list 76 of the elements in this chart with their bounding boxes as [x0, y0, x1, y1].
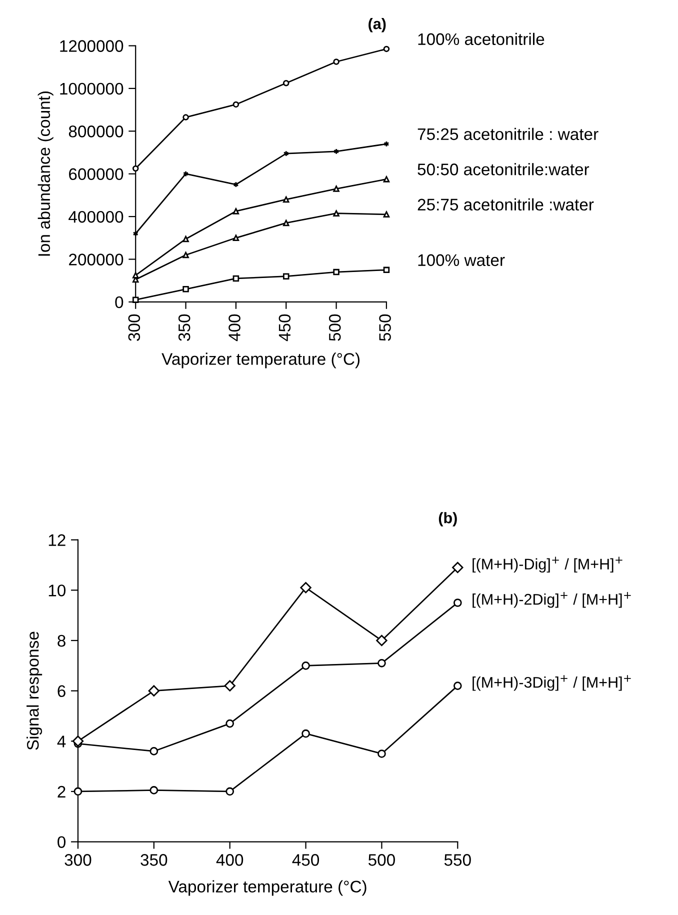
x-tick-label: 400: [216, 854, 244, 866]
series-label: [(M+H)-3Dig]$^{+}$ / [M+H]$^{+}$: [472, 675, 631, 691]
x-tick-label: 350: [140, 854, 168, 866]
y-tick-label: 6: [58, 685, 66, 698]
chart-title: (a): [368, 18, 386, 32]
series-label: 100% water: [418, 254, 505, 266]
point: [150, 747, 158, 756]
y-tick-label: 1200000: [60, 40, 124, 52]
point: [232, 234, 240, 242]
point: [383, 266, 390, 274]
point: [282, 196, 290, 203]
y-tick-label: 4: [57, 736, 66, 748]
point: [333, 268, 340, 276]
point: [224, 680, 236, 692]
point: [282, 220, 290, 226]
point: [383, 211, 390, 218]
series-label: 50:50 acetonitrile:water: [418, 163, 590, 176]
y-tick-label: 800000: [68, 126, 124, 138]
point: [282, 80, 290, 86]
point: [453, 598, 462, 607]
series-label: [(M+H)-2Dig]$^{+}$ / [M+H]$^{+}$: [472, 592, 631, 608]
y-tick-label: 0: [58, 836, 66, 848]
x-tick-label: 550: [379, 314, 391, 341]
point: [378, 750, 386, 758]
point: [150, 786, 158, 794]
x-tick-label: 300: [128, 314, 140, 341]
point: [383, 46, 390, 52]
series-label: 100% acetonitrile: [418, 32, 544, 46]
y-tick-label: 8: [58, 634, 66, 647]
y-tick-label: 2: [58, 786, 66, 798]
point: [383, 176, 390, 182]
y-tick-label: 0: [115, 296, 124, 308]
y-tick-label: 600000: [69, 168, 124, 180]
point: [232, 208, 240, 214]
x-tick-label: 350: [178, 314, 190, 341]
point: [232, 275, 240, 282]
y-tick-label: 200000: [69, 254, 124, 266]
point: [302, 661, 310, 670]
point: [300, 582, 312, 594]
point: [378, 658, 386, 668]
y-tick-label: 1000000: [60, 82, 124, 95]
y-tick-label: 400000: [68, 210, 124, 223]
point: [148, 685, 160, 696]
point: [333, 58, 340, 65]
point: [226, 787, 234, 796]
x-tick-label: 300: [64, 854, 92, 866]
series-label: 75:25 acetonitrile : water: [418, 128, 598, 140]
point: [182, 286, 189, 292]
point: [453, 682, 462, 690]
point: [132, 165, 139, 172]
chart-title: (b): [438, 512, 457, 526]
x-tick-label: 500: [328, 314, 341, 341]
point: [74, 787, 82, 796]
y-tick-label: 12: [48, 534, 66, 546]
x-tick-label: 400: [228, 314, 240, 342]
point: [132, 296, 139, 303]
y-axis-title: Signal response: [26, 632, 42, 750]
x-tick-label: 450: [278, 314, 291, 342]
x-tick-label: 550: [444, 854, 471, 866]
x-tick-label: 450: [292, 854, 320, 866]
y-axis-title: Ion abundance (count): [38, 91, 54, 256]
point: [182, 236, 189, 242]
point: [282, 273, 290, 280]
series-label: [(M+H)-Dig]$^{+}$ / [M+H]$^{+}$: [472, 556, 622, 573]
x-axis-title: Vaporizer temperature (°C): [162, 352, 360, 368]
x-axis-title: Vaporizer temperature (°C): [168, 880, 366, 896]
point: [452, 562, 464, 574]
x-tick-label: 500: [368, 854, 395, 866]
point: [302, 729, 310, 738]
point: [182, 114, 189, 120]
point: [182, 252, 189, 258]
point: [376, 634, 388, 646]
y-tick-label: 10: [48, 584, 66, 596]
point: [226, 719, 234, 728]
point: [232, 101, 240, 108]
series-label: 25:75 acetonitrile :water: [418, 198, 594, 211]
